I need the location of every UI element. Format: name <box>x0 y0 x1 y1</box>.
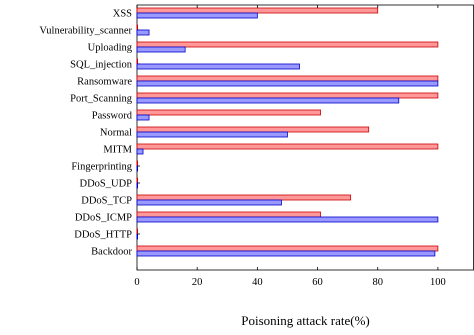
category-label: XSS <box>113 9 132 20</box>
x-tick-label: 0 <box>134 277 139 288</box>
x-tick-label: 80 <box>372 277 383 288</box>
category-label: DDoS_TCP <box>81 196 132 207</box>
x-axis-title: Poisoning attack rate(%) <box>241 313 370 328</box>
category-label: Vulnerability_scanner <box>39 26 132 37</box>
bar-ddos-tcp-series-2 <box>136 199 282 206</box>
bar-normal-series-1 <box>136 126 370 133</box>
x-tick-label: 60 <box>312 277 323 288</box>
category-label: Fingerprinting <box>71 162 132 173</box>
bar-fingerprinting-series-1 <box>136 160 139 167</box>
x-tick-label: 40 <box>252 277 263 288</box>
bar-password-series-1 <box>136 109 321 116</box>
bar-sql-injection-series-1 <box>136 58 139 65</box>
category-label: Password <box>92 111 133 122</box>
bar-ddos-udp-series-1 <box>136 177 139 184</box>
category-label: Normal <box>100 128 132 139</box>
bar-vulnerability-scanner-series-1 <box>136 24 139 31</box>
bar-normal-series-2 <box>136 131 288 138</box>
bar-xss-series-2 <box>136 12 258 19</box>
bar-port-scanning-series-1 <box>136 92 439 99</box>
bars-layer <box>136 7 439 257</box>
bar-mitm-series-1 <box>136 143 439 150</box>
category-label: Port_Scanning <box>70 94 133 105</box>
x-axis-ticks: 0 20 40 60 80 100 <box>134 5 446 288</box>
category-label: DDoS_HTTP <box>74 230 132 241</box>
category-label: Uploading <box>88 43 133 54</box>
category-label: DDoS_ICMP <box>75 213 132 224</box>
bar-ddos-udp-series-2 <box>136 182 139 189</box>
bar-ddos-http-series-2 <box>136 233 139 240</box>
bar-xss-series-1 <box>136 7 379 14</box>
bar-backdoor-series-1 <box>136 245 439 252</box>
bar-ransomware-series-2 <box>136 80 439 87</box>
category-label: SQL_injection <box>70 60 133 71</box>
bar-password-series-2 <box>136 114 150 121</box>
bar-backdoor-series-2 <box>136 250 436 257</box>
category-label: Backdoor <box>91 247 132 258</box>
bar-ddos-icmp-series-1 <box>136 211 321 218</box>
bar-ddos-tcp-series-1 <box>136 194 352 201</box>
bar-sql-injection-series-2 <box>136 63 300 70</box>
bar-uploading-series-2 <box>136 46 186 53</box>
category-label: Ransomware <box>77 77 132 88</box>
bar-uploading-series-1 <box>136 41 439 48</box>
bar-ddos-icmp-series-2 <box>136 216 439 223</box>
category-label: MITM <box>103 145 132 156</box>
x-tick-label: 20 <box>192 277 203 288</box>
x-tick-label: 100 <box>430 277 446 288</box>
bar-fingerprinting-series-2 <box>136 165 139 172</box>
bar-vulnerability-scanner-series-2 <box>136 29 150 36</box>
bar-ddos-http-series-1 <box>136 228 139 235</box>
bar-mitm-series-2 <box>136 148 144 155</box>
bar-ransomware-series-1 <box>136 75 439 82</box>
bar-port-scanning-series-2 <box>136 97 400 104</box>
category-labels: XSS Vulnerability_scanner Uploading SQL_inj… <box>39 9 132 258</box>
category-label: DDoS_UDP <box>79 179 132 190</box>
